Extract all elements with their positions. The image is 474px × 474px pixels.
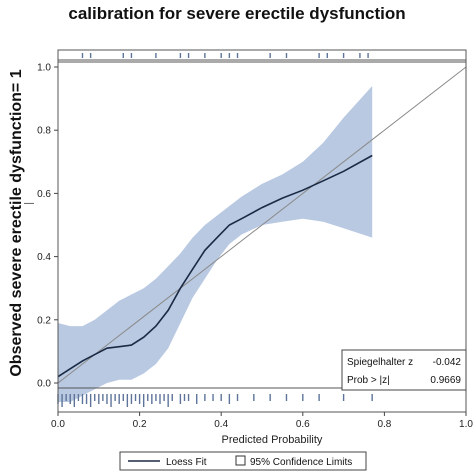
y-tick-label-4: 0.8 [37, 126, 51, 137]
legend: Loess Fit 95% Confidence Limits [119, 451, 367, 471]
prob-value: 0.9669 [430, 375, 461, 386]
reference-line-layer [57, 66, 467, 384]
legend-box-swatch [235, 455, 246, 466]
y-tick-label-1: 0.2 [37, 315, 51, 326]
x-tick-label-2: 0.4 [214, 419, 228, 430]
prob-label: Prob > |z| [347, 375, 390, 386]
series-line-loess-fit [57, 154, 373, 378]
rug-layer [57, 53, 373, 407]
y-tick-label-2: 0.4 [37, 252, 51, 263]
stats-box-frame [341, 349, 467, 391]
x-tick-label-1: 0.2 [133, 419, 147, 430]
y-tick-label-0: 0.0 [37, 379, 51, 390]
x-tick-label-4: 0.8 [377, 419, 391, 430]
x-tick-label-0: 0.0 [51, 419, 65, 430]
y-tick-label-3: 0.6 [37, 189, 51, 200]
x-axis-title: Predicted Probability [222, 434, 323, 446]
y-axis-dash-marker: — [24, 198, 34, 209]
spiegelhalter-value: -0.042 [433, 357, 462, 368]
x-tick-label-5: 1.0 [459, 419, 473, 430]
y-tick-label-5: 1.0 [37, 63, 51, 74]
axis-layer: 0.0 0.2 0.4 0.6 0.8 1.0 0.0 0.2 0.4 0.6 0.8 1.0 Pred… [37, 59, 473, 446]
reference-line [57, 66, 467, 384]
rug-top-panel [57, 49, 467, 61]
rug-top-frame [57, 49, 467, 61]
chart-title: calibration for severe erectile dysfunct… [68, 4, 406, 23]
x-tick-label-3: 0.6 [296, 419, 310, 430]
confidence-band [58, 86, 373, 402]
stats-box: Spiegelhalter z -0.042 Prob > |z| 0.9669 [341, 349, 467, 391]
legend-item-loess-fit: Loess Fit [166, 457, 207, 468]
loess-fit-layer [57, 154, 373, 378]
confidence-band-layer [58, 86, 373, 402]
rug-bottom-frame [57, 387, 467, 413]
spiegelhalter-label: Spiegelhalter z [347, 357, 413, 368]
legend-item-confidence-limits: 95% Confidence Limits [250, 457, 352, 468]
